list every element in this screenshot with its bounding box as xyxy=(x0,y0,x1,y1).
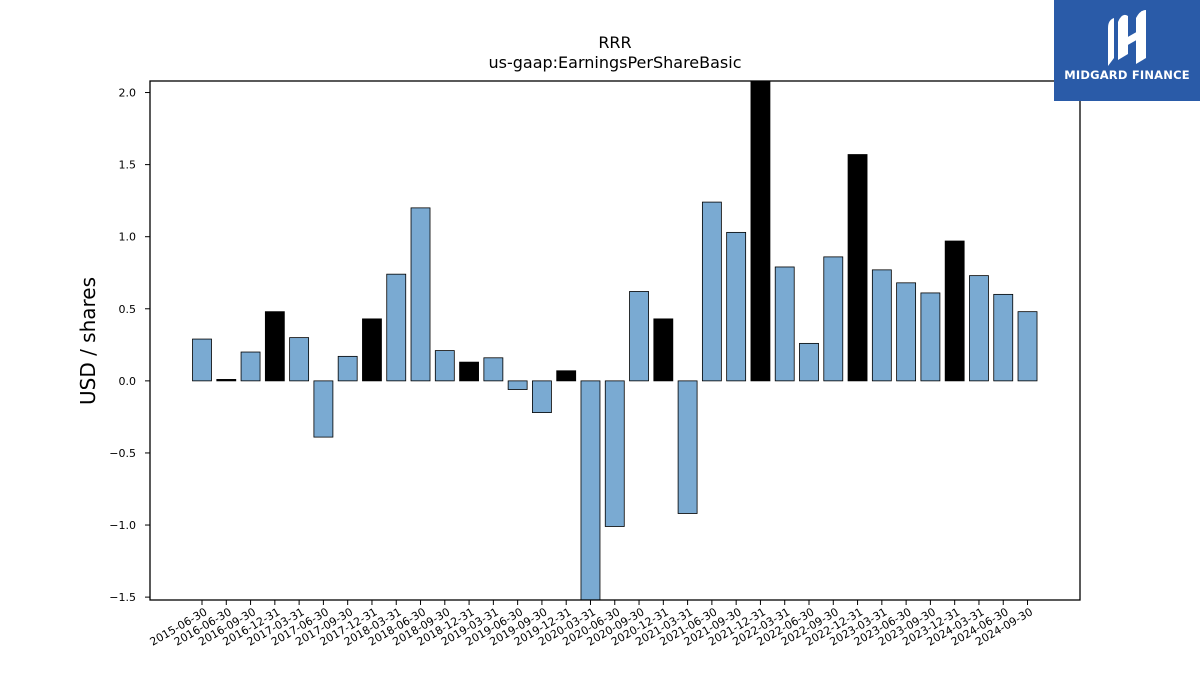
chart-title: RRR xyxy=(598,33,631,52)
bar-2019-06-30 xyxy=(507,380,528,390)
bar-2020-06-30 xyxy=(604,380,625,527)
logo-text: MIDGARD FINANCE xyxy=(1064,68,1190,82)
y-tick-label: 1.0 xyxy=(119,231,137,244)
bar-2023-09-30 xyxy=(920,292,941,382)
bar-2016-12-31 xyxy=(264,311,285,382)
bar-2017-06-30 xyxy=(313,380,334,438)
y-axis-ticks: 2.0 1.5 1.0 0.5 0.0 −0.5 −1.0 −1.5 xyxy=(109,87,150,604)
bar-2022-09-30 xyxy=(823,256,844,382)
bar-2021-03-31 xyxy=(677,380,698,514)
bar-2019-12-31 xyxy=(556,370,577,382)
bar-2023-03-31 xyxy=(871,269,892,382)
y-tick-label: −1.0 xyxy=(109,519,136,532)
bar-2022-12-31 xyxy=(847,154,868,382)
y-tick-label: −0.5 xyxy=(109,447,136,460)
bar-2023-12-31 xyxy=(944,240,965,382)
midgard-logo-icon xyxy=(1108,10,1146,66)
y-tick-label: 1.5 xyxy=(119,159,137,172)
bar-2018-12-31 xyxy=(459,361,479,382)
bar-2018-09-30 xyxy=(434,350,455,382)
bar-2017-12-31 xyxy=(362,318,382,382)
y-tick-label: 0.5 xyxy=(119,303,137,316)
chart-subtitle: us-gaap:EarningsPerShareBasic xyxy=(488,53,741,72)
bar-2021-06-30 xyxy=(701,201,722,382)
bar-2018-06-30 xyxy=(410,207,431,382)
bar-2024-06-30 xyxy=(993,293,1014,382)
bar-2024-09-30 xyxy=(1017,311,1038,382)
y-tick-label: 0.0 xyxy=(119,375,137,388)
bar-2015-06-30 xyxy=(192,338,212,382)
midgard-finance-logo: MIDGARD FINANCE xyxy=(1054,0,1200,101)
plot-frame xyxy=(149,80,1081,601)
x-axis-ticks: 2015-06-302016-06-302016-09-302016-12-31… xyxy=(148,600,1035,649)
bar-2016-06-30 xyxy=(216,379,237,382)
bar-2020-12-31 xyxy=(653,318,674,382)
bar-2023-06-30 xyxy=(896,282,917,382)
bar-2021-09-30 xyxy=(726,231,747,382)
bar-2018-03-31 xyxy=(386,273,407,382)
y-tick-label: 2.0 xyxy=(119,87,137,100)
bar-2021-12-31 xyxy=(750,80,771,382)
bar-2020-03-31 xyxy=(580,380,601,601)
y-axis-label: USD / shares xyxy=(76,277,100,405)
bar-2017-09-30 xyxy=(337,355,358,382)
bar-2019-09-30 xyxy=(532,380,552,413)
bar-2017-03-31 xyxy=(289,337,310,382)
bar-2022-03-31 xyxy=(774,266,795,382)
bar-2024-03-31 xyxy=(969,275,989,382)
bar-2022-06-30 xyxy=(799,342,819,382)
bars-group xyxy=(192,80,1038,601)
bar-2020-09-30 xyxy=(629,291,649,382)
bar-2019-03-31 xyxy=(483,357,504,382)
bar-2016-09-30 xyxy=(240,351,261,382)
y-tick-label: −1.5 xyxy=(109,591,136,604)
